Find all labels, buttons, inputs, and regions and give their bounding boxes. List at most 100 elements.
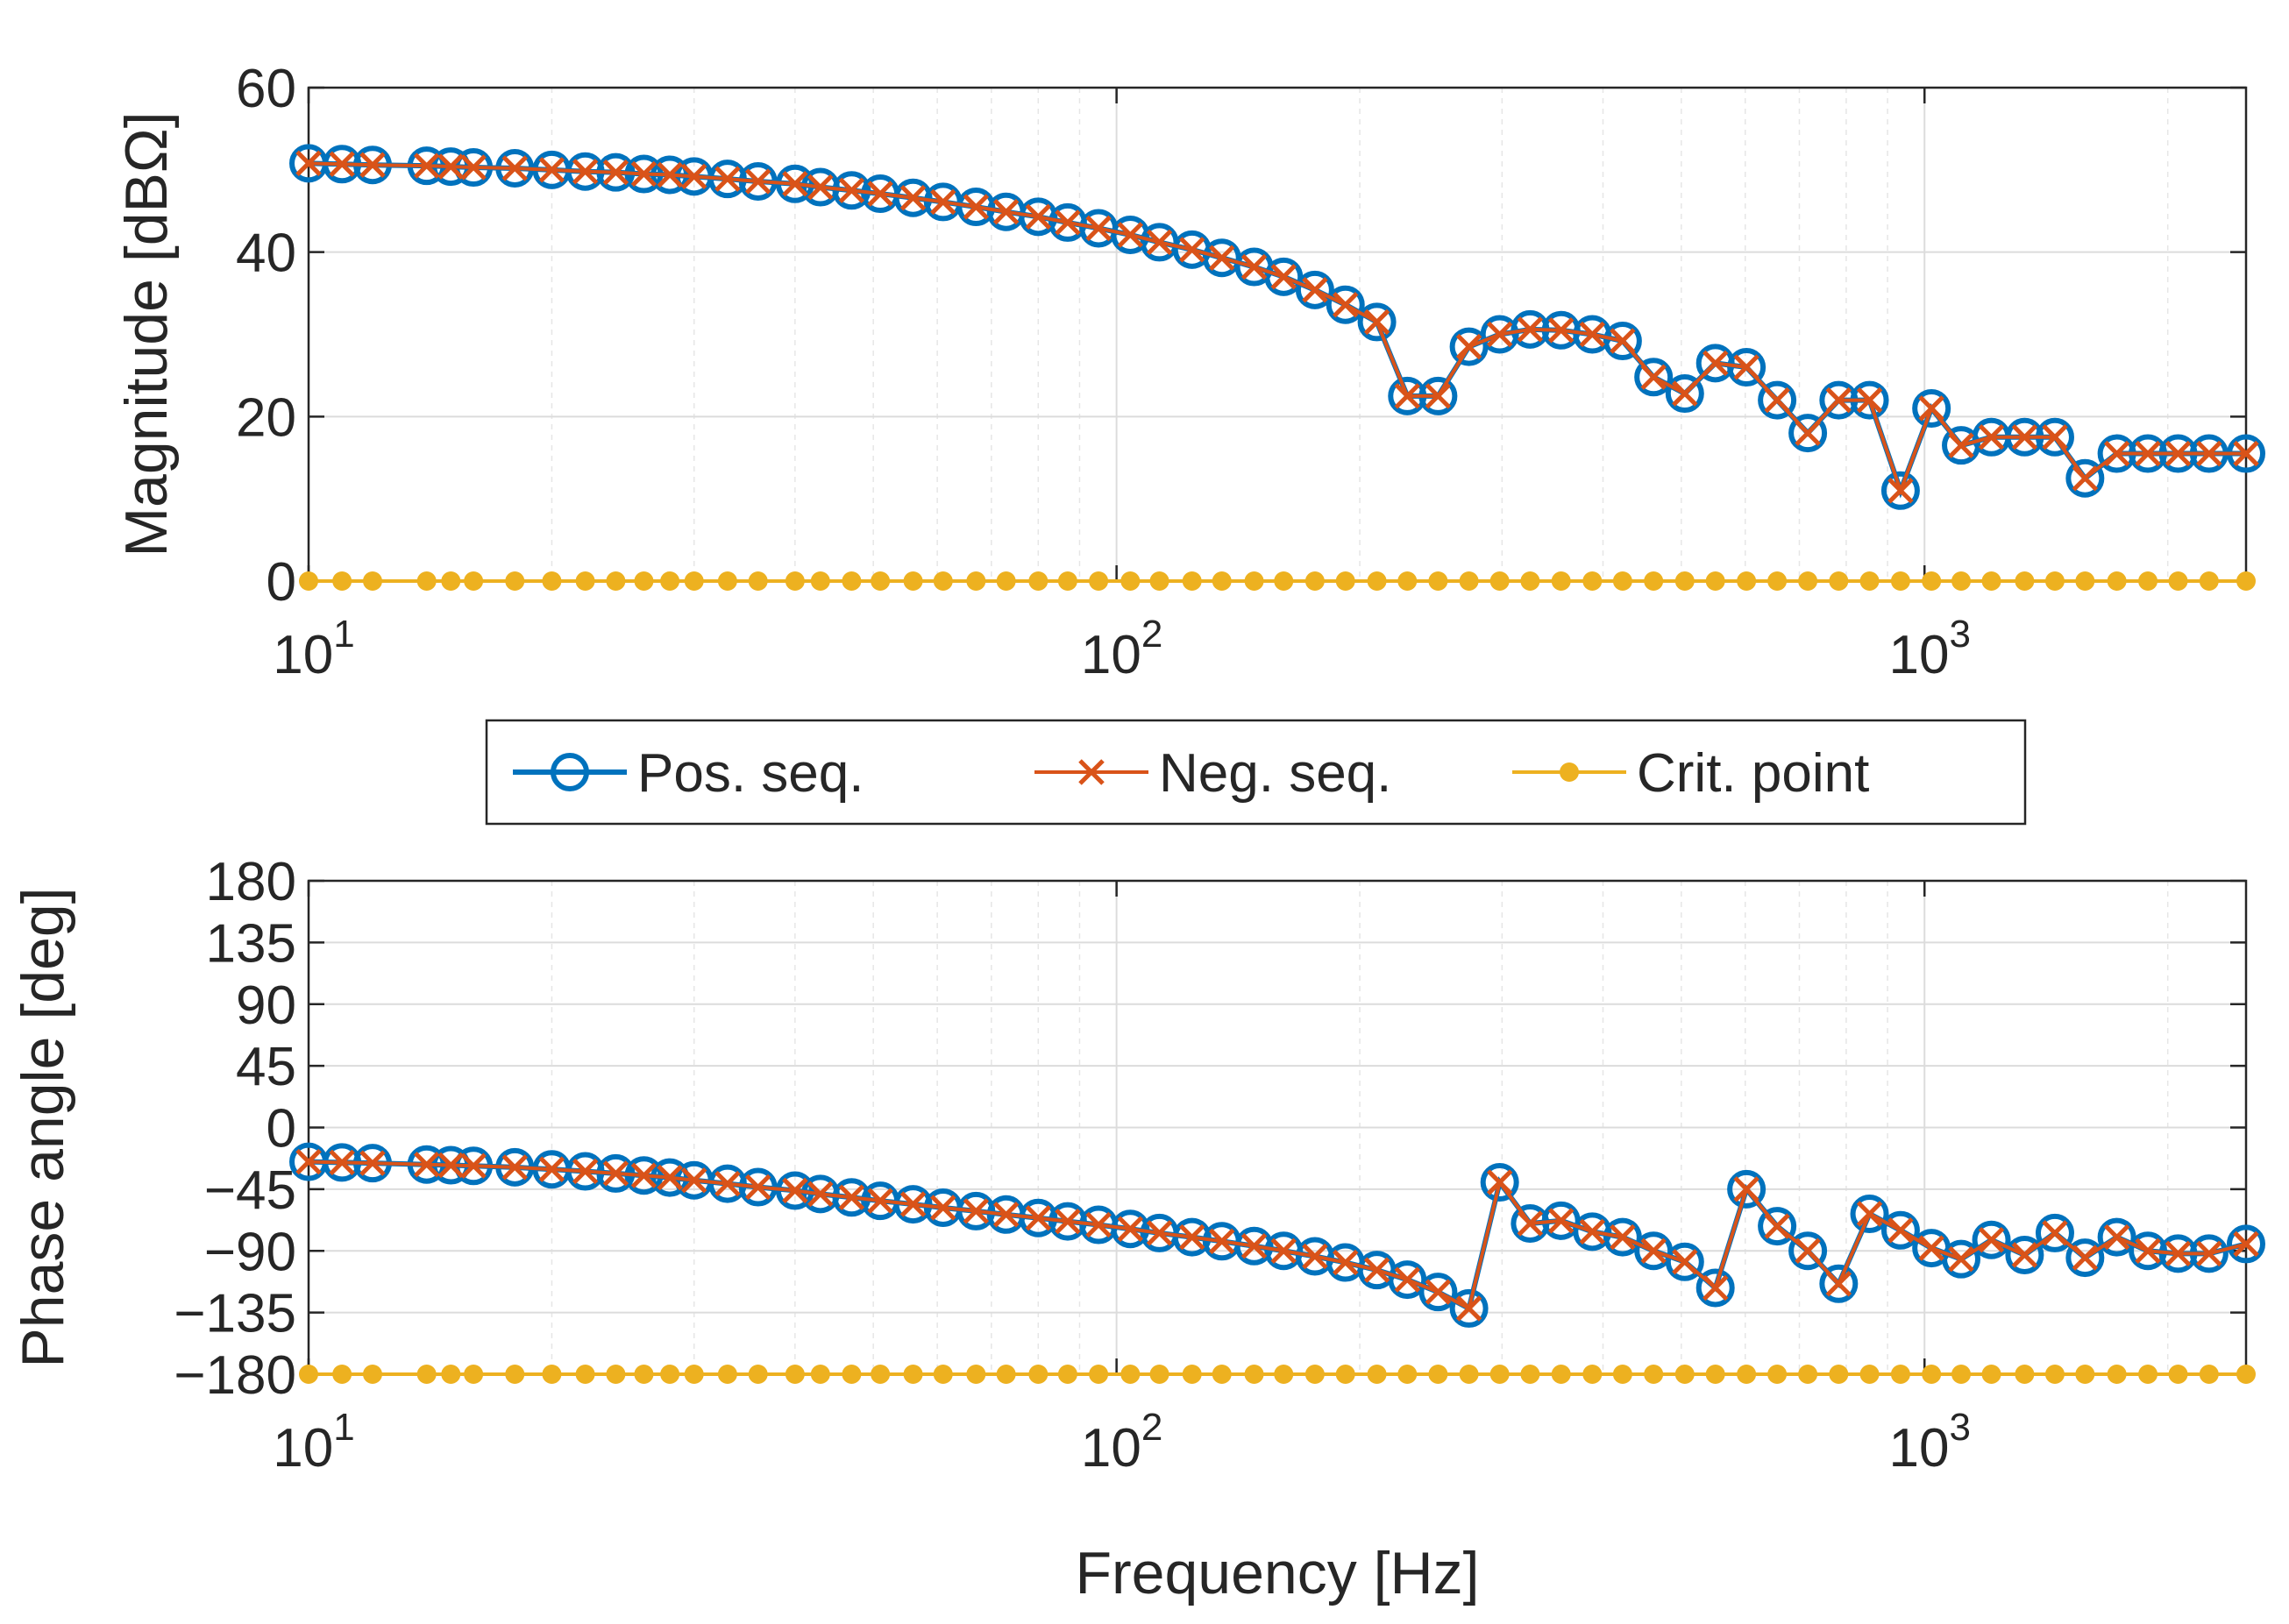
data-point bbox=[1517, 316, 1544, 343]
data-point bbox=[630, 160, 658, 188]
data-point bbox=[630, 1162, 658, 1189]
data-point bbox=[2107, 571, 2127, 591]
data-point bbox=[1737, 1365, 1757, 1384]
data-point bbox=[1705, 1365, 1725, 1384]
data-point bbox=[1234, 1226, 1274, 1266]
data-point bbox=[1028, 571, 1049, 591]
data-point bbox=[1212, 1365, 1232, 1384]
data-point bbox=[1520, 571, 1540, 591]
data-point bbox=[1057, 1365, 1077, 1384]
data-point bbox=[1178, 1223, 1205, 1251]
data-point bbox=[1665, 1242, 1704, 1281]
data-point bbox=[903, 1365, 923, 1384]
data-point bbox=[1025, 1204, 1052, 1231]
data-point bbox=[1610, 328, 1636, 354]
data-point bbox=[329, 151, 355, 178]
x-tick-base: 10 bbox=[273, 1418, 333, 1479]
data-point bbox=[441, 1365, 461, 1384]
data-point bbox=[1418, 1273, 1458, 1312]
data-point bbox=[933, 1365, 953, 1384]
data-point bbox=[1764, 386, 1790, 414]
y-tick-label: −135 bbox=[174, 1284, 296, 1344]
data-point bbox=[441, 571, 461, 591]
data-point bbox=[680, 1167, 707, 1194]
data-point bbox=[464, 571, 484, 591]
data-point bbox=[2042, 424, 2068, 450]
data-point bbox=[1357, 302, 1397, 342]
y-tick-label: 180 bbox=[206, 852, 296, 912]
data-point bbox=[838, 177, 865, 204]
y-tick-label: 60 bbox=[236, 59, 296, 119]
data-point bbox=[1819, 1264, 1859, 1303]
data-point bbox=[1019, 197, 1058, 237]
x-tick-base: 10 bbox=[1889, 1418, 1950, 1479]
data-point bbox=[807, 1181, 834, 1208]
data-point bbox=[1825, 1271, 1852, 1297]
data-point bbox=[966, 571, 986, 591]
data-point bbox=[362, 571, 382, 591]
data-point bbox=[1019, 1198, 1058, 1238]
data-point bbox=[1117, 222, 1144, 248]
data-point bbox=[2168, 571, 2188, 591]
data-point bbox=[1918, 1235, 1944, 1261]
data-point bbox=[575, 1365, 595, 1384]
data-point bbox=[782, 1177, 808, 1204]
data-point bbox=[2236, 571, 2256, 591]
data-point bbox=[538, 157, 565, 183]
data-point bbox=[1057, 571, 1077, 591]
x-tick-label: 102 bbox=[1081, 1406, 1162, 1479]
data-point bbox=[1922, 1365, 1942, 1384]
data-point bbox=[1394, 1266, 1421, 1293]
x-tick-base: 10 bbox=[273, 625, 333, 685]
data-point bbox=[1727, 1169, 1767, 1209]
data-point bbox=[1486, 1169, 1513, 1195]
data-point bbox=[1480, 1163, 1519, 1202]
data-point bbox=[1449, 1288, 1489, 1328]
data-point bbox=[1798, 571, 1818, 591]
data-point bbox=[1240, 253, 1268, 280]
y-tick-label: 0 bbox=[267, 552, 296, 613]
y-tick-label: 45 bbox=[236, 1037, 296, 1097]
data-point bbox=[1829, 571, 1849, 591]
data-point bbox=[2135, 1238, 2161, 1265]
data-point bbox=[1335, 571, 1355, 591]
data-point bbox=[1363, 308, 1390, 336]
data-point bbox=[437, 1152, 465, 1179]
data-point bbox=[2075, 1365, 2095, 1384]
x-tick-exponent: 1 bbox=[333, 1406, 354, 1449]
data-point bbox=[1727, 348, 1767, 387]
data-point bbox=[842, 1365, 862, 1384]
data-point bbox=[867, 181, 893, 207]
data-point bbox=[1208, 1228, 1235, 1255]
data-point bbox=[867, 1188, 893, 1214]
data-point bbox=[2196, 1240, 2222, 1267]
data-point bbox=[2199, 571, 2219, 591]
data-point bbox=[1149, 1365, 1169, 1384]
data-point bbox=[634, 1365, 654, 1384]
data-point bbox=[464, 1365, 484, 1384]
data-point bbox=[1304, 1365, 1325, 1384]
data-point bbox=[871, 1365, 891, 1384]
data-point bbox=[930, 188, 956, 216]
data-point bbox=[1551, 1365, 1571, 1384]
data-point bbox=[1890, 1365, 1910, 1384]
data-point bbox=[1918, 395, 1944, 422]
data-point bbox=[748, 571, 768, 591]
data-point bbox=[899, 184, 927, 211]
data-point bbox=[1394, 383, 1421, 409]
data-point bbox=[332, 1365, 352, 1384]
data-point bbox=[362, 1365, 382, 1384]
data-point bbox=[329, 1149, 355, 1176]
data-point bbox=[2233, 1230, 2259, 1258]
data-point bbox=[437, 153, 465, 180]
data-point bbox=[1274, 1365, 1294, 1384]
data-point bbox=[332, 571, 352, 591]
data-point bbox=[1367, 1365, 1387, 1384]
data-point bbox=[501, 1154, 529, 1181]
data-point bbox=[1582, 571, 1603, 591]
data-point bbox=[2065, 1238, 2105, 1278]
legend-marker bbox=[551, 753, 589, 791]
data-point bbox=[1737, 571, 1757, 591]
data-point bbox=[1326, 285, 1365, 324]
